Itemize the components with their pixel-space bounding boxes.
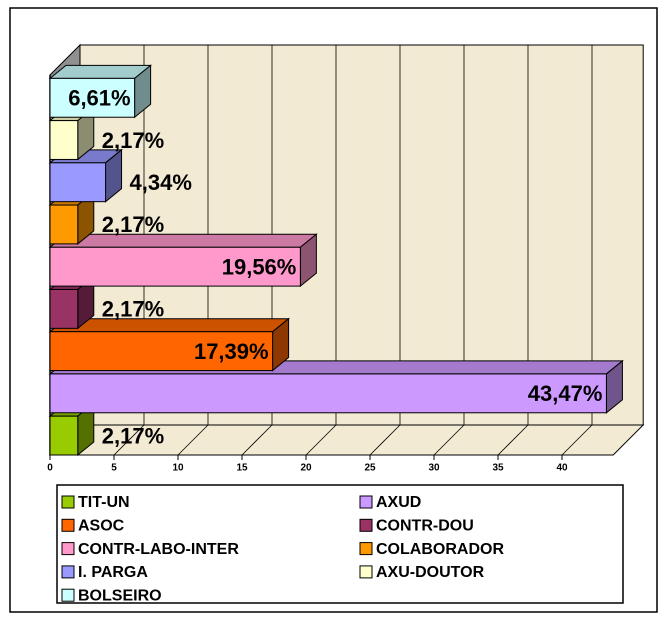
bar xyxy=(49,120,79,160)
legend-label: BOLSEIRO xyxy=(78,587,162,604)
data-label: 19,56% xyxy=(222,254,297,279)
floor-grid-line xyxy=(241,424,273,456)
legend-label: COLABORADOR xyxy=(376,541,504,558)
x-tick-label: 5 xyxy=(111,463,117,474)
legend-label: I. PARGA xyxy=(78,564,148,581)
legend-swatch xyxy=(61,588,75,602)
data-label: 17,39% xyxy=(194,339,269,364)
bar xyxy=(49,373,607,414)
legend-label: AXUD xyxy=(376,494,421,511)
floor-grid-line xyxy=(369,424,401,456)
plot-area: 0 5 10 15 20 25 30 35 40 2,17% 43,47% 17,39% 2,17% 19… xyxy=(47,43,645,474)
legend-swatch xyxy=(61,565,75,579)
x-tick-label: 35 xyxy=(492,463,504,474)
legend-box xyxy=(56,484,624,604)
data-label: 4,34% xyxy=(130,170,192,195)
legend-swatch xyxy=(359,542,373,556)
bar xyxy=(49,162,107,203)
bar xyxy=(49,77,136,118)
data-label: 2,17% xyxy=(102,423,164,448)
data-label: 2,17% xyxy=(102,212,164,237)
bar xyxy=(49,331,274,372)
bar xyxy=(49,204,79,245)
legend-swatch xyxy=(61,518,75,532)
data-label: 2,17% xyxy=(102,128,164,153)
bar-top xyxy=(48,64,153,79)
data-label: 2,17% xyxy=(102,297,164,322)
floor-grid-line xyxy=(177,424,209,456)
bar xyxy=(49,288,79,329)
floor-grid-line xyxy=(305,424,337,456)
x-tick-label: 30 xyxy=(428,463,440,474)
legend-label: CONTR-LABO-INTER xyxy=(78,541,239,558)
legend-swatch xyxy=(359,565,373,579)
floor-grid-line xyxy=(561,424,593,456)
legend-swatch xyxy=(359,518,373,532)
floor-grid-line xyxy=(433,424,465,456)
legend-swatch xyxy=(359,495,373,509)
legend-label: AXU-DOUTOR xyxy=(376,564,485,581)
bar-top xyxy=(48,233,318,248)
legend-label: ASOC xyxy=(78,518,125,535)
x-tick-label: 20 xyxy=(300,463,312,474)
x-tick-label: 15 xyxy=(236,463,248,474)
bar xyxy=(49,246,301,287)
x-tick-label: 0 xyxy=(47,463,53,474)
floor-grid-line xyxy=(497,424,529,456)
x-tick-label: 25 xyxy=(364,463,376,474)
legend-swatch xyxy=(61,495,75,509)
data-label: 43,47% xyxy=(528,381,603,406)
legend-label: CONTR-DOU xyxy=(376,518,474,535)
data-label: 6,61% xyxy=(68,86,130,111)
x-tick-label: 40 xyxy=(556,463,568,474)
floor-grid-line xyxy=(113,424,145,456)
x-tick-label: 10 xyxy=(172,463,184,474)
bar xyxy=(49,415,79,456)
legend-swatch xyxy=(61,542,75,556)
legend-label: TIT-UN xyxy=(78,494,130,511)
